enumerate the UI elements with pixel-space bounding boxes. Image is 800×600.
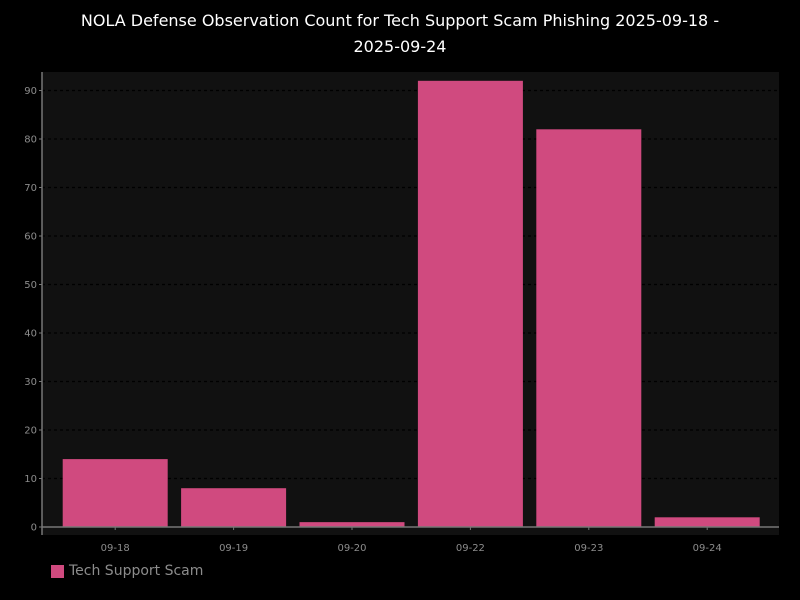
plot-area [42,72,779,535]
bar [654,517,760,527]
x-tick-labels: 09-18 09-19 09-20 09-22 09-23 09-24 [101,527,722,554]
y-tick-label: 20 [24,426,37,437]
x-tick-label: 09-23 [574,543,603,554]
legend: Tech Support Scam [51,563,203,579]
chart-title-line-1: NOLA Defense Observation Count for Tech … [80,11,720,30]
bar [62,459,168,527]
y-tick-labels: 0 10 20 30 40 50 60 70 80 90 [24,86,42,534]
x-tick-label: 09-18 [101,543,130,554]
x-tick-label: 09-24 [693,543,722,554]
legend-swatch [51,564,64,578]
x-tick-label: 09-19 [219,543,248,554]
y-tick-label: 90 [24,86,37,97]
x-tick-label: 09-20 [337,543,366,554]
bar [417,80,523,528]
y-tick-label: 30 [24,377,37,388]
y-tick-label: 0 [31,523,37,534]
chart-title-line-2: 2025-09-24 [353,37,447,56]
bar [299,522,405,527]
y-tick-label: 60 [24,232,37,243]
axes [41,72,779,535]
bars [62,80,760,528]
y-tick-label: 50 [24,280,37,291]
x-tick-label: 09-22 [456,543,485,554]
y-tick-label: 40 [24,329,37,340]
y-tick-label: 80 [24,135,37,146]
chart-title: NOLA Defense Observation Count for Tech … [0,8,800,60]
y-tick-label: 10 [24,474,37,485]
legend-label: Tech Support Scam [69,563,204,579]
y-tick-label: 70 [24,183,37,194]
grid-lines [42,89,779,480]
bar [181,488,287,527]
bar [536,129,642,528]
